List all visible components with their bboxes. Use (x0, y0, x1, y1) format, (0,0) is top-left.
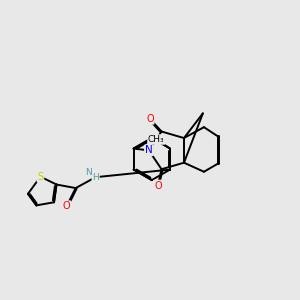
Text: O: O (146, 114, 154, 124)
Text: O: O (63, 201, 70, 211)
Text: CH₃: CH₃ (148, 135, 165, 144)
Text: O: O (154, 181, 162, 190)
Text: S: S (38, 172, 44, 182)
Text: H: H (92, 173, 99, 182)
Text: N: N (145, 146, 153, 155)
Text: N: N (85, 168, 92, 177)
